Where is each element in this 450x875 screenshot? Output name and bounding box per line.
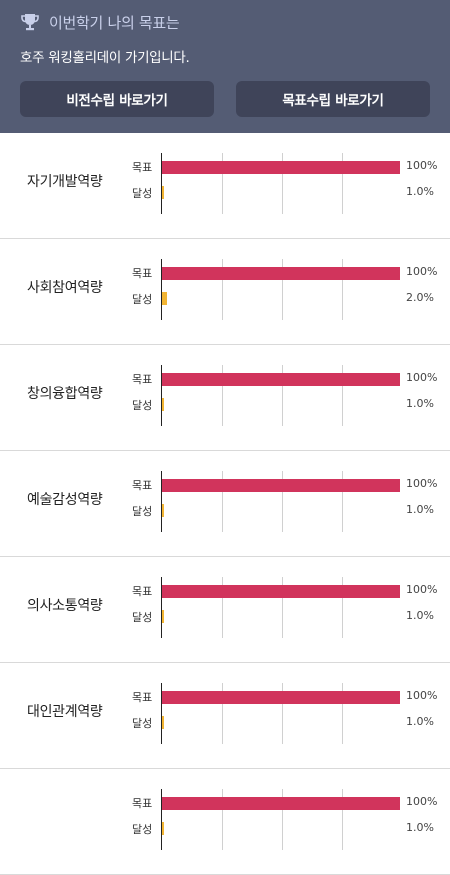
target-series-label: 목표 (132, 373, 153, 386)
target-value-label: 100% (406, 477, 438, 490)
target-series-label: 목표 (132, 797, 153, 810)
competency-label: 대인관계역량 (27, 704, 103, 720)
achieved-value-label: 1.0% (406, 503, 434, 516)
gridline (282, 577, 283, 638)
gridline (342, 259, 343, 320)
target-bar (162, 691, 400, 704)
gridline (222, 259, 223, 320)
trophy-icon (20, 12, 40, 32)
header-title: 이번학기 나의 목표는 (49, 13, 180, 32)
achieved-series-label: 달성 (132, 823, 153, 836)
achieved-bar (162, 822, 165, 835)
target-value-label: 100% (406, 265, 438, 278)
gridline (222, 365, 223, 426)
target-series-label: 목표 (132, 585, 153, 598)
y-axis-line (161, 365, 162, 426)
achieved-bar (162, 398, 165, 411)
target-value-label: 100% (406, 795, 438, 808)
gridline (282, 365, 283, 426)
achieved-bar (162, 716, 165, 729)
gridline (342, 471, 343, 532)
competency-label: 의사소통역량 (27, 598, 103, 614)
gridline (222, 577, 223, 638)
gridline (342, 365, 343, 426)
competency-label: 사회참여역량 (27, 280, 103, 296)
target-value-label: 100% (406, 583, 438, 596)
target-series-label: 목표 (132, 479, 153, 492)
target-series-label: 목표 (132, 691, 153, 704)
gridline (342, 683, 343, 744)
achieved-value-label: 1.0% (406, 397, 434, 410)
target-bar (162, 373, 400, 386)
target-series-label: 목표 (132, 161, 153, 174)
target-bar (162, 797, 400, 810)
goal-setup-button[interactable]: 목표수립 바로가기 (236, 81, 430, 117)
achieved-value-label: 1.0% (406, 185, 434, 198)
achieved-series-label: 달성 (132, 611, 153, 624)
competency-chart-list: 자기개발역량 목표 달성 100% 1.0% 사회참여역량 목표 달성 100% 2.0% 창의융합… (0, 133, 450, 875)
achieved-value-label: 2.0% (406, 291, 434, 304)
target-value-label: 100% (406, 689, 438, 702)
achieved-value-label: 1.0% (406, 715, 434, 728)
gridline (222, 683, 223, 744)
y-axis-line (161, 683, 162, 744)
target-bar (162, 585, 400, 598)
achieved-series-label: 달성 (132, 293, 153, 306)
achieved-bar (162, 186, 165, 199)
y-axis-line (161, 577, 162, 638)
achieved-series-label: 달성 (132, 399, 153, 412)
button-row: 비전수립 바로가기 목표수립 바로가기 (20, 81, 430, 117)
y-axis-line (161, 153, 162, 214)
gridline (342, 153, 343, 214)
gridline (282, 471, 283, 532)
header-title-row: 이번학기 나의 목표는 (20, 10, 430, 34)
target-value-label: 100% (406, 371, 438, 384)
achieved-series-label: 달성 (132, 505, 153, 518)
target-bar (162, 161, 400, 174)
goal-header: 이번학기 나의 목표는 호주 워킹홀리데이 가기입니다. 비전수립 바로가기 목… (0, 0, 450, 133)
achieved-value-label: 1.0% (406, 821, 434, 834)
target-bar (162, 267, 400, 280)
gridline (222, 471, 223, 532)
gridline (282, 153, 283, 214)
competency-label: 예술감성역량 (27, 492, 103, 508)
achieved-series-label: 달성 (132, 187, 153, 200)
target-value-label: 100% (406, 159, 438, 172)
target-bar (162, 479, 400, 492)
y-axis-line (161, 471, 162, 532)
gridline (222, 153, 223, 214)
gridline (282, 259, 283, 320)
target-series-label: 목표 (132, 267, 153, 280)
achieved-bar (162, 292, 167, 305)
achieved-bar (162, 504, 165, 517)
competency-label: 자기개발역량 (27, 174, 103, 190)
gridline (342, 577, 343, 638)
y-axis-line (161, 259, 162, 320)
goal-statement: 호주 워킹홀리데이 가기입니다. (20, 50, 190, 66)
vision-setup-button[interactable]: 비전수립 바로가기 (20, 81, 214, 117)
achieved-bar (162, 610, 165, 623)
competency-label: 창의융합역량 (27, 386, 103, 402)
achieved-value-label: 1.0% (406, 609, 434, 622)
gridline (282, 683, 283, 744)
achieved-series-label: 달성 (132, 717, 153, 730)
